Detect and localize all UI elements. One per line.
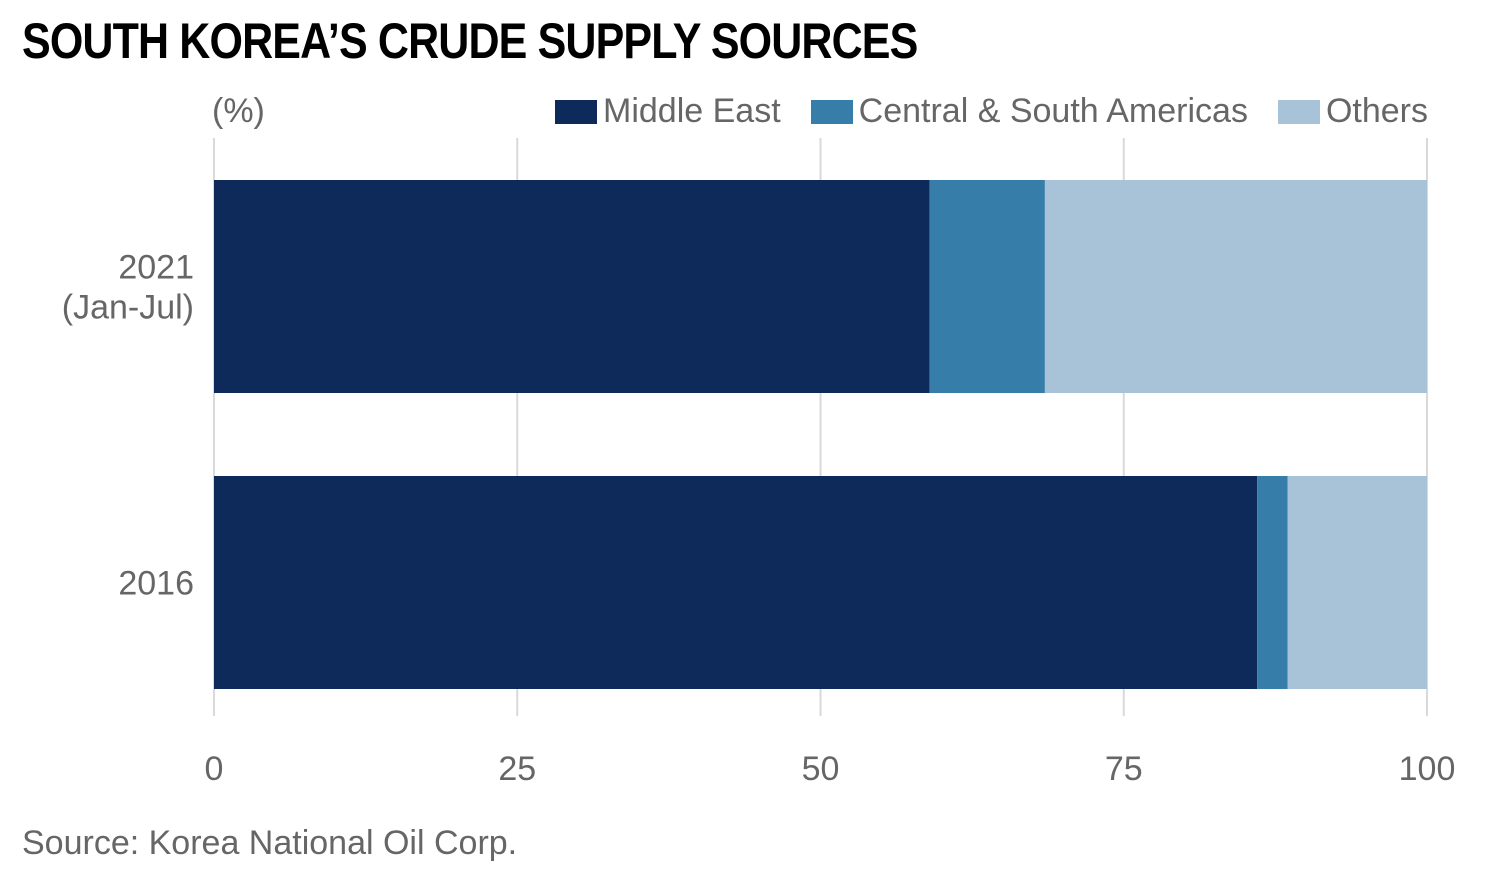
legend-label-middle-east: Middle East: [603, 92, 781, 130]
x-tick-label-0: 0: [205, 750, 224, 788]
legend-swatch-americas: [810, 99, 853, 124]
chart-title: SOUTH KOREA’S CRUDE SUPPLY SOURCES: [22, 13, 918, 69]
x-tick-label-4: 100: [1399, 750, 1456, 788]
source-note: Source: Korea National Oil Corp.: [22, 824, 518, 862]
x-tick-label-2: 50: [802, 750, 840, 788]
legend-item-americas: Central & South Americas: [810, 92, 1248, 131]
legend-swatch-middle-east: [555, 99, 598, 124]
x-tick-label-3: 75: [1105, 750, 1143, 788]
legend-item-others: Others: [1277, 92, 1428, 131]
x-tick-label-1: 25: [498, 750, 536, 788]
legend-label-americas: Central & South Americas: [858, 92, 1248, 130]
legend-label-others: Others: [1325, 92, 1428, 130]
bar-americas-1: [1257, 476, 1288, 689]
legend-item-middle-east: Middle East: [555, 92, 781, 131]
bar-others-0: [1044, 180, 1427, 393]
bar-middle-east-1: [214, 476, 1258, 689]
category-label-0-0: 2021: [118, 249, 194, 287]
legend: Middle East Central & South Americas Oth…: [555, 92, 1428, 131]
bar-middle-east-0: [214, 180, 930, 393]
bar-others-1: [1287, 476, 1427, 689]
category-label-0-1: (Jan-Jul): [62, 289, 194, 327]
bar-americas-0: [929, 180, 1045, 393]
legend-swatch-others: [1277, 99, 1320, 124]
category-label-1-0: 2016: [118, 565, 194, 603]
unit-label: (%): [212, 92, 265, 130]
